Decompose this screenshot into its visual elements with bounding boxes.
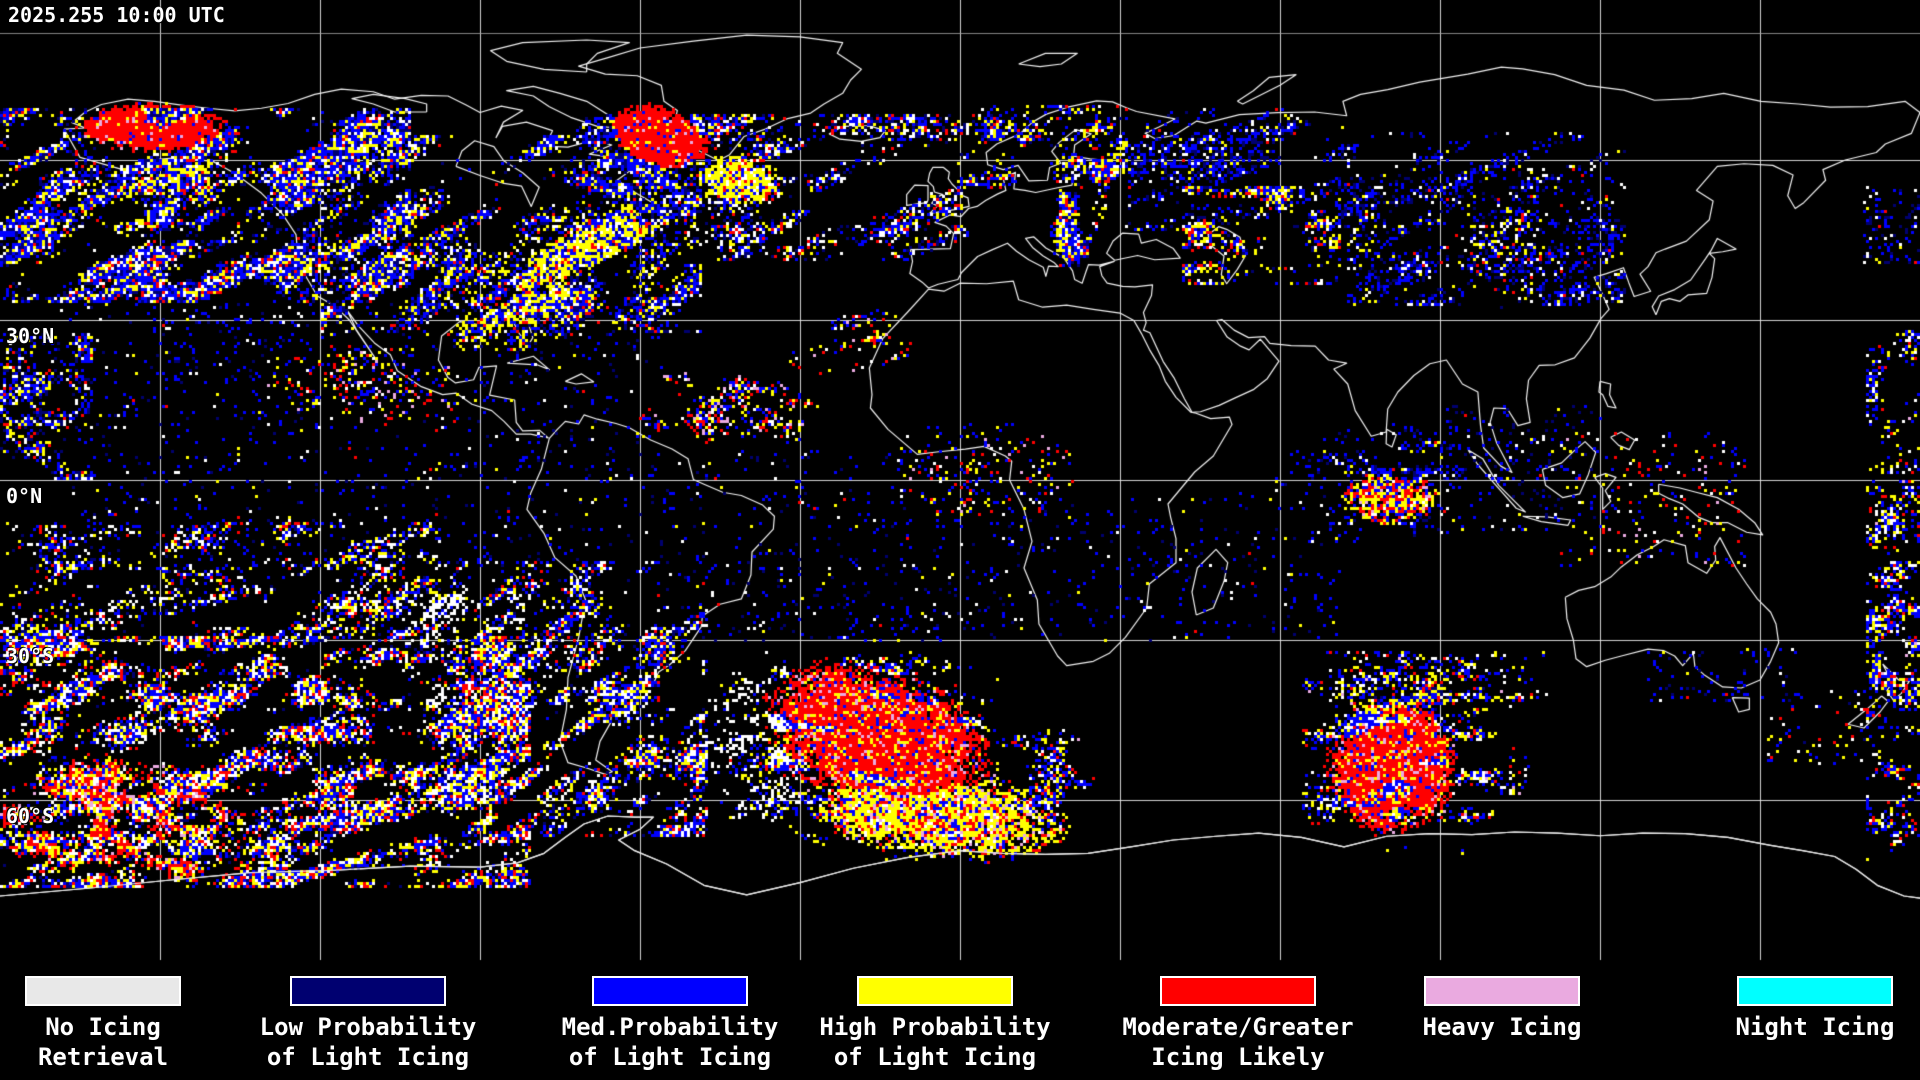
- legend-item-low-prob: Low Probability of Light Icing: [228, 976, 508, 1072]
- legend-label: No Icing: [45, 1013, 161, 1041]
- legend-item-no-icing: No Icing Retrieval: [0, 976, 243, 1072]
- legend-label: Heavy Icing: [1422, 1013, 1582, 1041]
- legend-swatch-heavy: [1424, 976, 1580, 1006]
- legend-label: of Light Icing: [266, 1043, 470, 1071]
- legend-label: of Light Icing: [568, 1043, 772, 1071]
- legend-swatch-night: [1737, 976, 1893, 1006]
- timestamp-label: 2025.255 10:00 UTC: [8, 3, 225, 27]
- lat-label-30n: 30°N: [6, 324, 55, 348]
- lat-label-0n: 0°N: [6, 484, 43, 508]
- legend-bar: No Icing Retrieval Low Probability of Li…: [0, 962, 1920, 1080]
- legend-label: Low Probability: [259, 1013, 477, 1041]
- legend-item-heavy: Heavy Icing: [1362, 976, 1642, 1042]
- legend-swatch-moderate: [1160, 976, 1316, 1006]
- legend-swatch-no-icing: [25, 976, 181, 1006]
- legend-label: Retrieval: [37, 1043, 169, 1071]
- legend-item-med-prob: Med.Probability of Light Icing: [530, 976, 810, 1072]
- lat-label-30s: 30°S: [6, 644, 55, 668]
- legend-label: Icing Likely: [1151, 1043, 1325, 1071]
- lat-label-60s: 60°S: [6, 804, 55, 828]
- legend-label: Night Icing: [1735, 1013, 1895, 1041]
- legend-item-high-prob: High Probability of Light Icing: [795, 976, 1075, 1072]
- legend-label: Med.Probability: [561, 1013, 779, 1041]
- legend-swatch-high-prob: [857, 976, 1013, 1006]
- legend-item-moderate: Moderate/Greater Icing Likely: [1098, 976, 1378, 1072]
- legend-label: High Probability: [819, 1013, 1051, 1041]
- legend-label: of Light Icing: [833, 1043, 1037, 1071]
- legend-swatch-med-prob: [592, 976, 748, 1006]
- legend-item-night: Night Icing: [1675, 976, 1920, 1042]
- legend-label: Moderate/Greater: [1122, 1013, 1354, 1041]
- legend-swatch-low-prob: [290, 976, 446, 1006]
